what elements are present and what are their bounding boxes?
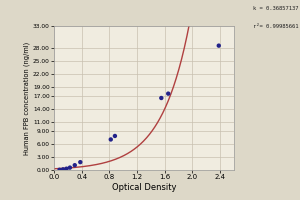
Point [61,168,65,171]
Y-axis label: Human FPB concentration (ng/ml): Human FPB concentration (ng/ml) [24,41,30,155]
Text: k = 0.36857137: k = 0.36857137 [253,6,298,11]
Text: r²= 0.99985661: r²= 0.99985661 [253,24,298,29]
X-axis label: Optical Density: Optical Density [112,183,176,192]
Point [108,138,113,141]
Point [72,164,77,167]
Point [64,167,69,170]
Point [57,168,62,171]
Point [78,161,83,164]
Point [68,166,72,169]
Point [216,44,221,47]
Point [159,96,164,100]
Point [166,92,171,95]
Point [112,134,117,138]
